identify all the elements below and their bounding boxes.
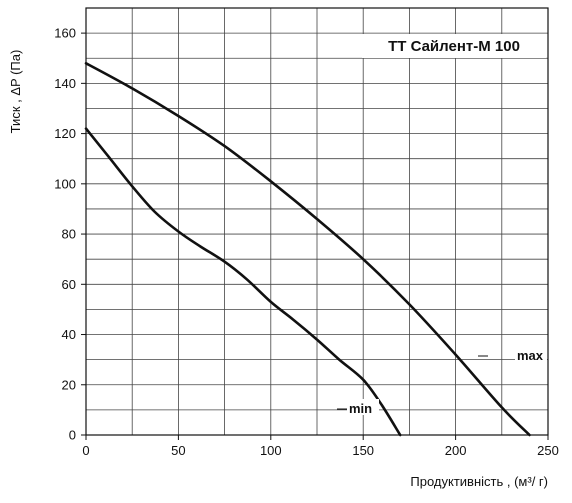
series-label-bg-min: [347, 399, 379, 415]
x-tick-label: 50: [171, 443, 185, 458]
y-tick-label: 160: [54, 26, 76, 41]
series-curves: [84, 62, 531, 437]
y-axis-title: Тиск , ΔP (Па): [8, 50, 23, 134]
chart-title-box: ТТ Сайлент-М 100: [362, 34, 546, 58]
x-tick-label: 0: [82, 443, 89, 458]
chart-title: ТТ Сайлент-М 100: [388, 38, 520, 55]
grid-lines: [85, 7, 549, 436]
series-labels: max min: [337, 346, 547, 416]
title-background: [362, 34, 546, 58]
x-axis-title: Продуктивність , (м³/ г): [410, 474, 548, 489]
series-label-min: min: [349, 401, 372, 416]
x-tick-label: 100: [260, 443, 282, 458]
x-tick-label: 250: [537, 443, 559, 458]
y-tick-label: 120: [54, 126, 76, 141]
y-tick-label: 100: [54, 176, 76, 191]
y-tick-label: 60: [62, 277, 76, 292]
y-axis-ticks: 0 20 40 60 80 100 120 140 160: [54, 26, 86, 443]
y-tick-label: 40: [62, 327, 76, 342]
y-tick-label: 80: [62, 227, 76, 242]
y-tick-label: 140: [54, 76, 76, 91]
x-tick-label: 200: [445, 443, 467, 458]
series-label-bg-max: [515, 346, 547, 362]
x-tick-label: 150: [352, 443, 374, 458]
y-tick-label: 0: [69, 428, 76, 443]
plot-frame: [85, 7, 549, 436]
y-tick-label: 20: [62, 377, 76, 392]
series-line-max: [84, 62, 531, 437]
series-line-min: [84, 127, 402, 437]
series-label-max: max: [517, 348, 544, 363]
x-axis-ticks: 0 50 100 150 200 250: [82, 435, 559, 458]
